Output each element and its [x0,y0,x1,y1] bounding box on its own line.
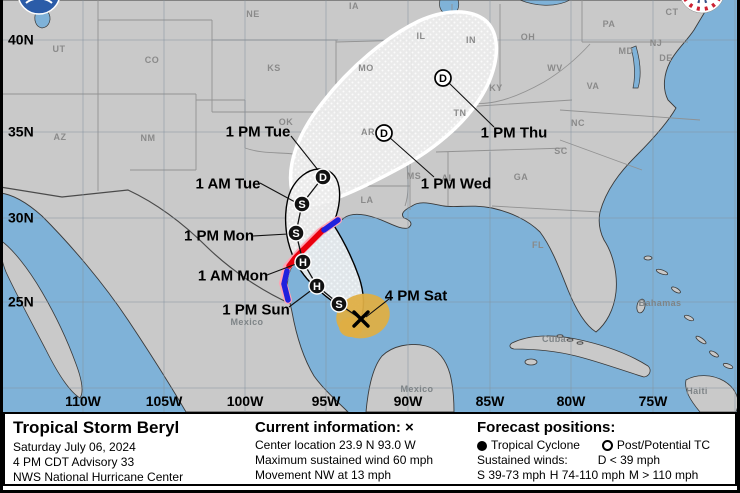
forecast-point-filled: S [287,224,305,242]
wind-category-s: S 39-73 mph [477,468,546,482]
svg-text:S: S [292,228,299,240]
north-america-landmass [0,0,713,412]
open-circle-icon [601,440,613,451]
storm-title: Tropical Storm Beryl [13,418,180,437]
us-mexico-border [0,186,292,305]
forecast-point-filled: S [293,195,311,213]
wind-category-m: M > 110 mph [628,468,699,482]
agency-name: NWS National Hurricane Center [13,470,184,484]
tropical-storm-warning-north-segment [321,217,341,233]
forecast-point-open: D [375,124,393,142]
current-info-heading-text: Current information: [255,419,401,436]
forecast-track-layer: S HH S S D D D [252,69,495,328]
lake-erie [519,0,571,6]
current-position-x-marker [352,310,370,328]
noaa-logo [18,0,60,15]
forecast-point-filled: S [330,295,348,313]
current-info-heading: Current information: × [255,419,477,436]
nws-logo [681,0,723,14]
filled-circle-icon [477,440,487,451]
svg-text:D: D [439,73,447,85]
advisory-number: 4 PM CDT Advisory 33 [13,455,135,469]
bahamas-islands [636,255,734,369]
label-leader-line [290,135,319,171]
label-leader-line [365,298,390,318]
svg-text:S: S [298,199,305,211]
advisory-date: Saturday July 06, 2024 [13,440,136,454]
tropical-cyclone-legend-label: Tropical Cyclone [491,438,580,452]
forecast-positions-heading: Forecast positions: [477,419,616,436]
info-bar: Tropical Storm Beryl Saturday July 06, 2… [3,412,737,486]
label-leader-line [259,182,296,203]
svg-text:H: H [299,257,307,269]
cuba-island [509,335,651,378]
forecast-point-filled: H [308,277,326,295]
isle-of-youth [524,358,538,366]
forecast-point-filled: D [314,168,332,186]
label-leader-line [266,263,297,276]
florida-keys [556,334,584,345]
storm-summary-column: Tropical Storm Beryl Saturday July 06, 2… [13,417,255,485]
map-canvas: S HH S S D D D [0,0,740,412]
sustained-winds-label: Sustained winds: [477,453,568,467]
current-information-column: Current information: × Center location 2… [255,417,477,483]
x-marker-icon: × [405,419,414,436]
hispaniola-island [685,375,739,412]
baja-california [0,239,83,399]
label-leader-line [388,136,435,178]
svg-text:S: S [335,299,342,311]
max-sustained-wind: Maximum sustained wind 60 mph [255,453,434,467]
svg-text:D: D [380,128,388,140]
forecast-point-filled: H [294,253,312,271]
svg-text:H: H [313,281,321,293]
tropical-storm-warning-south-segment [281,268,291,303]
svg-text:D: D [319,172,327,184]
forecast-point-open: D [434,69,452,87]
center-location: Center location 23.9 N 93.0 W [255,438,416,452]
forecast-positions-column: Forecast positions: Tropical Cyclone Pos… [477,417,729,483]
post-potential-tc-legend-label: Post/Potential TC [616,438,711,452]
wind-category-d: D < 39 mph [597,453,661,467]
label-leader-line [252,233,289,237]
wind-category-h: H 74-110 mph [549,468,625,482]
great-salt-lake [34,11,51,29]
label-leader-line [288,288,314,308]
chesapeake-bay [630,45,641,89]
movement: Movement NW at 13 mph [255,468,392,482]
label-leader-line [447,81,495,128]
